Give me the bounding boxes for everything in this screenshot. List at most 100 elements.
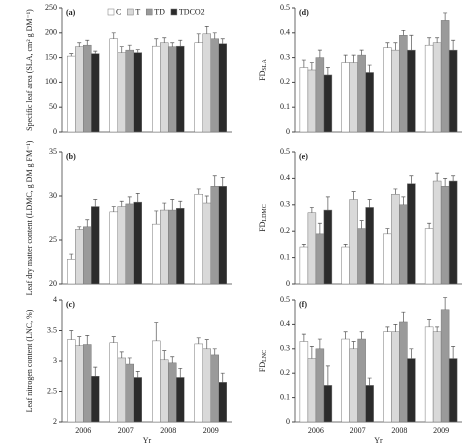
legend-swatch (170, 8, 178, 16)
bar (117, 206, 126, 285)
y-tick-label: 50 (49, 102, 57, 111)
y-tick-label: 0.2 (280, 226, 290, 235)
y-tick-label: 0.4 (280, 173, 290, 182)
panel-label: (a) (66, 8, 76, 17)
error-bar (301, 333, 306, 342)
error-bar (359, 331, 364, 340)
error-bar (178, 367, 183, 378)
error-bar (435, 172, 440, 182)
bar (83, 44, 92, 133)
bar (440, 309, 450, 423)
error-bar (301, 244, 306, 248)
bar (383, 331, 392, 423)
bar (341, 246, 350, 285)
bar (210, 186, 219, 285)
error-bar (196, 337, 201, 344)
error-bar (212, 175, 217, 187)
bar (365, 385, 374, 423)
bar (349, 62, 358, 133)
y-axis-label-main: Leaf dry matter content (LDMC, g DM g FM… (25, 140, 34, 295)
legend-swatch (145, 8, 153, 16)
x-tick-label: 2006 (308, 426, 324, 435)
y-tick-label: 3 (53, 356, 57, 365)
y-tick-label: 4 (53, 295, 57, 304)
bar (307, 69, 317, 133)
bar (391, 49, 400, 133)
bar (440, 186, 450, 285)
y-tick-label: 0.4 (280, 28, 290, 37)
error-bar (93, 50, 98, 54)
bar (109, 211, 118, 285)
bar (323, 209, 333, 285)
y-tick-label: 0.5 (280, 295, 290, 304)
y-tick-label: 0.5 (280, 3, 290, 12)
y-axis-label: Leaf dry matter content (LDMC, g DM g FM… (25, 140, 34, 295)
y-tick-label: 100 (45, 77, 57, 86)
error-bar (220, 38, 225, 44)
y-axis-label-main: Leaf nitrogen content (LNC, %) (25, 309, 34, 412)
bar (315, 348, 325, 423)
error-bar (154, 210, 159, 225)
error-bar (77, 226, 82, 230)
bar (168, 209, 177, 285)
error-bar (343, 244, 348, 248)
error-bar (301, 59, 306, 68)
bar (202, 33, 211, 133)
error-bar (367, 199, 372, 208)
bar (448, 49, 458, 133)
bar (202, 202, 211, 285)
bar (160, 359, 169, 423)
legend-label: T (135, 7, 140, 16)
bar (133, 52, 142, 133)
error-bar (451, 346, 456, 359)
bar (391, 193, 400, 285)
error-bar (196, 33, 201, 43)
bar (168, 46, 177, 133)
bar (218, 186, 227, 285)
bar (365, 72, 374, 133)
legend-swatch (127, 8, 134, 16)
bar (75, 345, 84, 423)
bar (133, 377, 142, 423)
bar (218, 382, 227, 423)
y-tick-label: 0.1 (280, 102, 290, 111)
y-tick-label: 0.1 (280, 252, 290, 261)
bar (307, 212, 317, 285)
bar (202, 348, 211, 423)
bar (83, 226, 92, 285)
y-tick-label: 0.4 (280, 319, 290, 328)
y-tick-label: 200 (45, 28, 57, 37)
bar (299, 246, 309, 285)
y-tick-label: 0.5 (280, 147, 290, 156)
x-tick-label: 2009 (433, 426, 449, 435)
error-bar (77, 42, 82, 47)
bar (448, 180, 458, 285)
bar (365, 207, 374, 285)
error-bar (401, 29, 406, 36)
bar (383, 47, 392, 133)
y-axis-label-subscript: SLA (262, 59, 268, 71)
error-bar (154, 38, 159, 47)
y-tick-label: 2 (53, 417, 57, 426)
error-bar (212, 32, 217, 39)
y-tick-label: 3.5 (47, 325, 57, 334)
bar (152, 45, 161, 133)
error-bar (443, 12, 448, 21)
error-bar (427, 222, 432, 229)
bar (83, 344, 92, 423)
error-bar (204, 195, 209, 204)
bar (176, 377, 185, 423)
y-tick-label: 0.3 (280, 344, 290, 353)
bar (176, 45, 185, 133)
y-axis-label: FDSLA (258, 59, 269, 81)
y-tick-label: 0 (286, 417, 290, 426)
error-bar (77, 336, 82, 346)
error-bar (427, 37, 432, 46)
y-tick-label: 2.5 (47, 386, 57, 395)
error-bar (154, 322, 159, 341)
error-bar (170, 42, 175, 47)
error-bar (393, 188, 398, 195)
y-axis-label-subscript: LNC (262, 350, 268, 362)
bar (176, 208, 185, 285)
y-tick-label: 20 (49, 279, 57, 288)
